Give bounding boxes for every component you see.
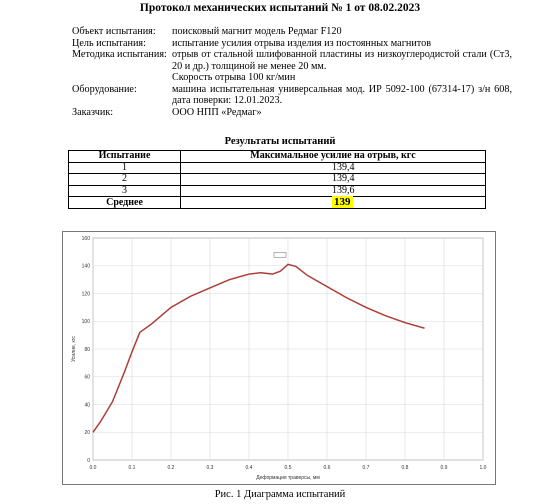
- peak-marker: [273, 252, 287, 258]
- info-line: ООО НПП «Редмаг»: [172, 106, 262, 118]
- info-value: отрыв от стальной шлифованной пластины и…: [172, 49, 512, 84]
- average-wrap: 139: [332, 196, 481, 208]
- x-tick-label: 0.7: [363, 465, 370, 471]
- x-axis-label: Деформация траверсы, мм: [256, 475, 320, 481]
- info-line: отрыв от стальной шлифованной пластины и…: [172, 49, 512, 72]
- y-tick-label: 80: [84, 347, 90, 353]
- info-line: машина испытательная универсальная мод. …: [172, 83, 512, 107]
- info-line: поисковый магнит модель Редмаг F120: [172, 26, 342, 37]
- table-row: 1 139,4: [68, 161, 486, 174]
- y-axis-label: Усилие, кгс: [71, 336, 77, 362]
- value-text: 139,6: [332, 184, 355, 196]
- x-tick-label: 0.4: [246, 465, 253, 471]
- info-line: Скорость отрыва 100 кг/мин: [172, 72, 296, 83]
- y-tick-label: 140: [82, 264, 91, 270]
- value-text: 139,4: [332, 173, 355, 185]
- table-header-force: Максимальное усилие на отрыв, кгс: [180, 150, 486, 163]
- table-row-average: Среднее 139: [68, 196, 486, 209]
- table-header-row: Испытание Максимальное усилие на отрыв, …: [68, 150, 486, 163]
- info-value: ООО НПП «Редмаг»: [172, 107, 512, 119]
- chart-svg: 0.0 0.1 0.2 0.3 0.4 0.5 0.6 0.7 0.8 0.9 1.0 0 20 40 60…: [71, 236, 487, 481]
- table-cell-value: 139,6: [180, 184, 486, 197]
- x-tick-label: 0.5: [285, 465, 292, 471]
- info-label: Методика испытания:: [72, 49, 167, 60]
- x-tick-label: 0.0: [90, 465, 97, 471]
- x-tick-label: 0.2: [168, 465, 175, 471]
- info-block: Объект испытания: поисковый магнит модел…: [72, 26, 512, 118]
- x-tick-label: 0.1: [129, 465, 136, 471]
- y-tick-label: 40: [84, 402, 90, 408]
- y-tick-label: 160: [82, 236, 91, 242]
- test-diagram: 0.0 0.1 0.2 0.3 0.4 0.5 0.6 0.7 0.8 0.9 1.0 0 20 40 60…: [62, 231, 496, 485]
- y-tick-label: 100: [82, 319, 91, 325]
- value-text: 139,4: [332, 161, 355, 173]
- table-cell-average-value: 139: [180, 196, 486, 209]
- table-cell-test: 3: [68, 184, 181, 197]
- table-row: 3 139,6: [68, 184, 486, 197]
- info-row-method: Методика испытания: отрыв от стальной шл…: [72, 49, 512, 84]
- table-cell-value: 139,4: [180, 173, 486, 186]
- table-cell-average-label: Среднее: [68, 196, 181, 209]
- table-row: 2 139,4: [68, 173, 486, 186]
- info-row-object: Объект испытания: поисковый магнит модел…: [72, 26, 512, 38]
- info-label: Заказчик:: [72, 106, 114, 118]
- x-tick-label: 0.6: [324, 465, 331, 471]
- x-tick-label: 0.9: [441, 465, 448, 471]
- protocol-title: Протокол механических испытаний № 1 от 0…: [139, 2, 421, 14]
- table-cell-test: 1: [68, 161, 181, 174]
- info-value: машина испытательная универсальная мод. …: [172, 84, 512, 107]
- info-row-equipment: Оборудование: машина испытательная униве…: [72, 84, 512, 107]
- results-title: Результаты испытаний: [224, 136, 336, 147]
- y-tick-label: 60: [84, 375, 90, 381]
- info-line: испытание усилия отрыва изделия из посто…: [172, 37, 431, 49]
- average-highlight: 139: [332, 196, 353, 208]
- info-row-customer: Заказчик: ООО НПП «Редмаг»: [72, 107, 512, 119]
- table-cell-value: 139,4: [180, 161, 486, 174]
- info-label: Объект испытания:: [72, 26, 156, 37]
- series-line: [92, 263, 425, 433]
- results-table: Испытание Максимальное усилие на отрыв, …: [68, 150, 486, 209]
- x-tick-label: 0.3: [207, 465, 214, 471]
- info-row-goal: Цель испытания: испытание усилия отрыва …: [72, 38, 512, 50]
- figure-caption: Рис. 1 Диаграмма испытаний: [214, 489, 346, 500]
- y-tick-label: 120: [82, 291, 91, 297]
- x-tick-label: 0.8: [402, 465, 409, 471]
- info-label: Оборудование:: [72, 83, 137, 95]
- y-tick-label: 20: [84, 430, 90, 436]
- info-value: поисковый магнит модель Редмаг F120: [172, 26, 512, 38]
- info-value: испытание усилия отрыва изделия из посто…: [172, 38, 512, 50]
- info-label: Цель испытания:: [72, 37, 146, 49]
- x-tick-label: 1.0: [480, 465, 487, 471]
- table-header-test: Испытание: [68, 150, 181, 163]
- table-cell-test: 2: [68, 173, 181, 186]
- y-tick-label: 0: [87, 458, 90, 464]
